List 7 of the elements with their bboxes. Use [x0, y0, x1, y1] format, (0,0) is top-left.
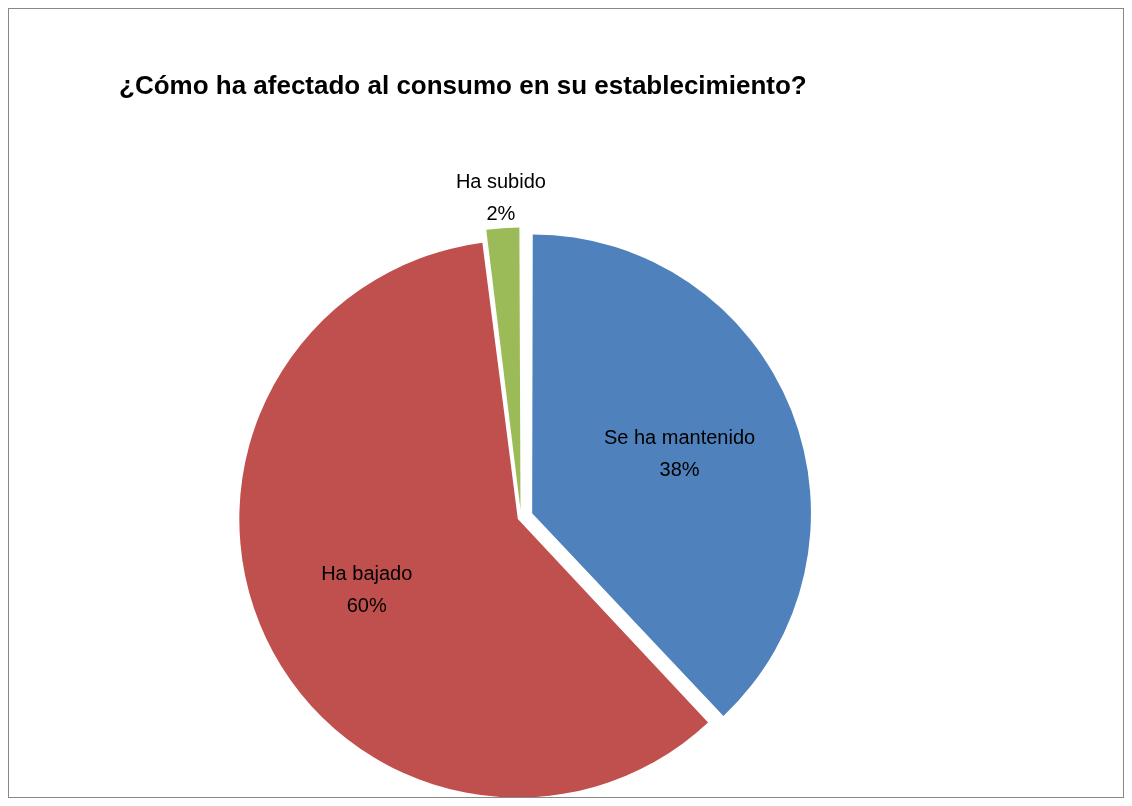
- slice-label: Ha subido: [455, 169, 546, 192]
- slice-label: Ha bajado: [321, 561, 413, 584]
- data-label: 2%: [486, 201, 516, 224]
- slice-label: Se ha mantenido: [603, 426, 756, 449]
- chart-title: ¿Cómo ha afectado al consumo en su establecimiento?: [119, 69, 807, 100]
- data-label: 60%: [346, 593, 387, 616]
- data-label: 38%: [659, 458, 700, 481]
